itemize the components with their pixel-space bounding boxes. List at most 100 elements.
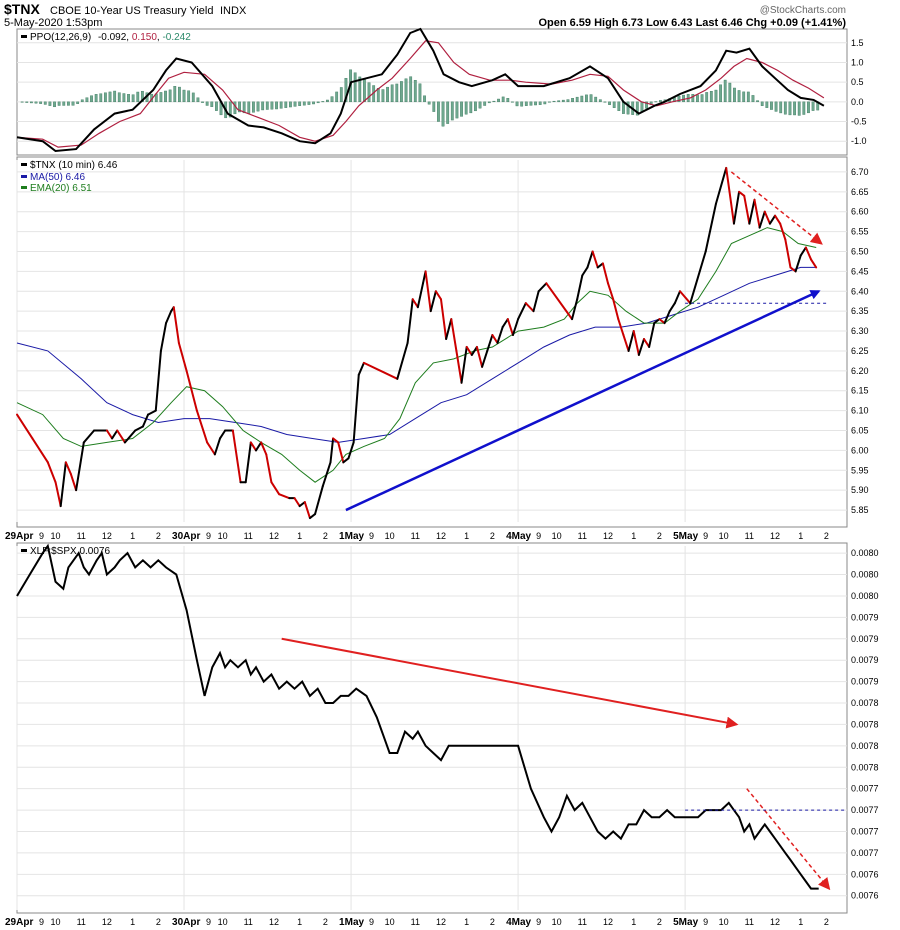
ppo-hist-bar	[131, 94, 135, 103]
ratio-y-tick: 0.0080	[851, 548, 879, 558]
ppo-hist-bar	[756, 100, 759, 103]
x-axis-label: 2	[824, 917, 829, 927]
ppo-hist-bar	[714, 89, 718, 103]
x-axis-label: 2	[657, 531, 662, 541]
ppo-hist-bar	[265, 101, 269, 110]
ppo-hist-bar	[233, 101, 237, 115]
tnx-price-segment	[799, 246, 807, 257]
tnx-price-segment	[278, 493, 291, 500]
ppo-hist-bar	[524, 101, 528, 106]
x-axis-label: 11	[244, 917, 253, 927]
x-axis-label: 12	[102, 531, 112, 541]
ppo-hist-bar	[247, 101, 251, 114]
tnx-price-segment	[46, 461, 57, 484]
ppo-hist-bar	[700, 94, 704, 103]
x-axis-label: 10	[51, 917, 61, 927]
x-axis-open-mark: 9	[536, 917, 541, 927]
x-axis-label: 5May	[673, 917, 698, 928]
x-axis-open-mark: 9	[39, 531, 44, 541]
x-axis-label: 30Apr	[172, 531, 200, 542]
ratio-panel: 0.0080 0.0080 0.0080 0.0079 0.0079 0.0079 0.00…	[16, 542, 879, 914]
ppo-hist-bar	[746, 91, 750, 103]
ppo-hist-bar	[594, 96, 598, 103]
tnx-y-tick: 6.50	[851, 246, 869, 256]
ppo-hist-bar	[742, 91, 746, 103]
ppo-hist-bar	[71, 101, 75, 106]
tnx-price-segment	[439, 298, 448, 341]
ratio-downtrend-dashed-arrow	[746, 788, 831, 891]
ppo-hist-bar	[538, 101, 542, 105]
tnx-price-segment	[774, 214, 782, 225]
ppo-panel: 1.5 1.0 0.5 0.0 -0.5 -1.0 PPO(12,26,9) -0.092…	[16, 27, 867, 156]
ppo-hist-bar	[418, 83, 422, 103]
x-axis-label: 4May	[506, 531, 531, 542]
tnx-price-segment	[244, 441, 252, 484]
ratio-y-tick: 0.0079	[851, 612, 879, 622]
ppo-hist-bar	[53, 101, 56, 108]
x-axis-label: 29Apr	[5, 917, 33, 928]
tnx-price-segment	[632, 330, 640, 356]
x-axis-open-mark: 9	[206, 917, 211, 927]
ppo-hist-bar	[589, 94, 593, 103]
ppo-hist-bar	[178, 86, 181, 103]
ratio-y-tick: 0.0077	[851, 805, 879, 815]
ppo-hist-bar	[284, 101, 288, 108]
ppo-hist-bar	[788, 101, 792, 116]
ppo-hist-bar	[242, 101, 246, 114]
tnx-price-line	[16, 166, 818, 520]
tnx-price-segment	[784, 238, 792, 269]
tnx-price-segment	[678, 290, 692, 305]
ppo-hist-bar	[108, 91, 112, 103]
ppo-hist-bar	[289, 101, 292, 108]
ppo-hist-bar	[575, 96, 579, 103]
ppo-legend-swatch	[21, 35, 27, 38]
ppo-hist-bar	[811, 101, 815, 111]
ppo-hist-bar	[617, 101, 621, 111]
tnx-price-segment	[347, 441, 355, 460]
x-axis-label: 12	[436, 531, 446, 541]
x-axis-label: 1	[130, 531, 135, 541]
tnx-price-segment	[321, 461, 332, 488]
svg-text:PPO(12,26,9) -0.092,: PPO(12,26,9) -0.092, 0.150, -0.242	[30, 32, 191, 43]
ratio-legend: XLF:$SPX 0.0076	[21, 546, 110, 557]
tnx-price-segment	[69, 473, 78, 492]
ppo-hist-bar	[520, 101, 524, 107]
ppo-hist-bar	[279, 101, 283, 109]
tnx-legend-price: $TNX (10 min) 6.46	[30, 160, 118, 171]
x-axis-label: 1May	[339, 917, 364, 928]
ppo-hist-bar	[302, 101, 306, 106]
ppo-hist-bar	[80, 99, 84, 103]
ppo-hist-bar	[210, 101, 214, 107]
ppo-hist-bar	[103, 92, 107, 103]
ppo-hist-bar	[404, 78, 408, 103]
tnx-price-segment	[249, 441, 257, 452]
tnx-price-segment	[704, 202, 717, 253]
x-axis-open-mark: 9	[703, 917, 708, 927]
tnx-y-tick: 6.45	[851, 266, 869, 276]
ppo-y-tick: 1.0	[851, 57, 864, 67]
tnx-y-tick: 6.00	[851, 445, 869, 455]
tnx-price-segment	[293, 497, 301, 508]
ma50-line	[16, 266, 817, 443]
ppo-hist-bar	[34, 101, 38, 104]
tnx-price-segment	[82, 429, 96, 444]
ppo-hist-bar	[733, 87, 736, 103]
ppo-hist-bar	[326, 99, 329, 103]
ppo-hist-bar	[127, 94, 130, 103]
ppo-legend-value: -0.092	[98, 32, 127, 43]
ppo-histogram	[20, 69, 820, 127]
tnx-price-segment	[571, 298, 579, 321]
ppo-legend-label: PPO(12,26,9)	[30, 32, 91, 43]
tnx-y-tick: 6.70	[851, 167, 869, 177]
ratio-annotations	[281, 637, 845, 891]
x-axis-label: 10	[719, 531, 729, 541]
ppo-hist-bar	[140, 90, 144, 103]
ppo-hist-bar	[497, 98, 500, 103]
x-axis-open-mark: 9	[703, 531, 708, 541]
ratio-y-tick: 0.0076	[851, 869, 879, 879]
tnx-price-segment	[658, 318, 666, 325]
ppo-hist-bar	[474, 101, 477, 112]
ppo-hist-bar	[506, 98, 510, 103]
tnx-price-segment	[329, 437, 335, 464]
tnx-price-segment	[501, 318, 509, 329]
